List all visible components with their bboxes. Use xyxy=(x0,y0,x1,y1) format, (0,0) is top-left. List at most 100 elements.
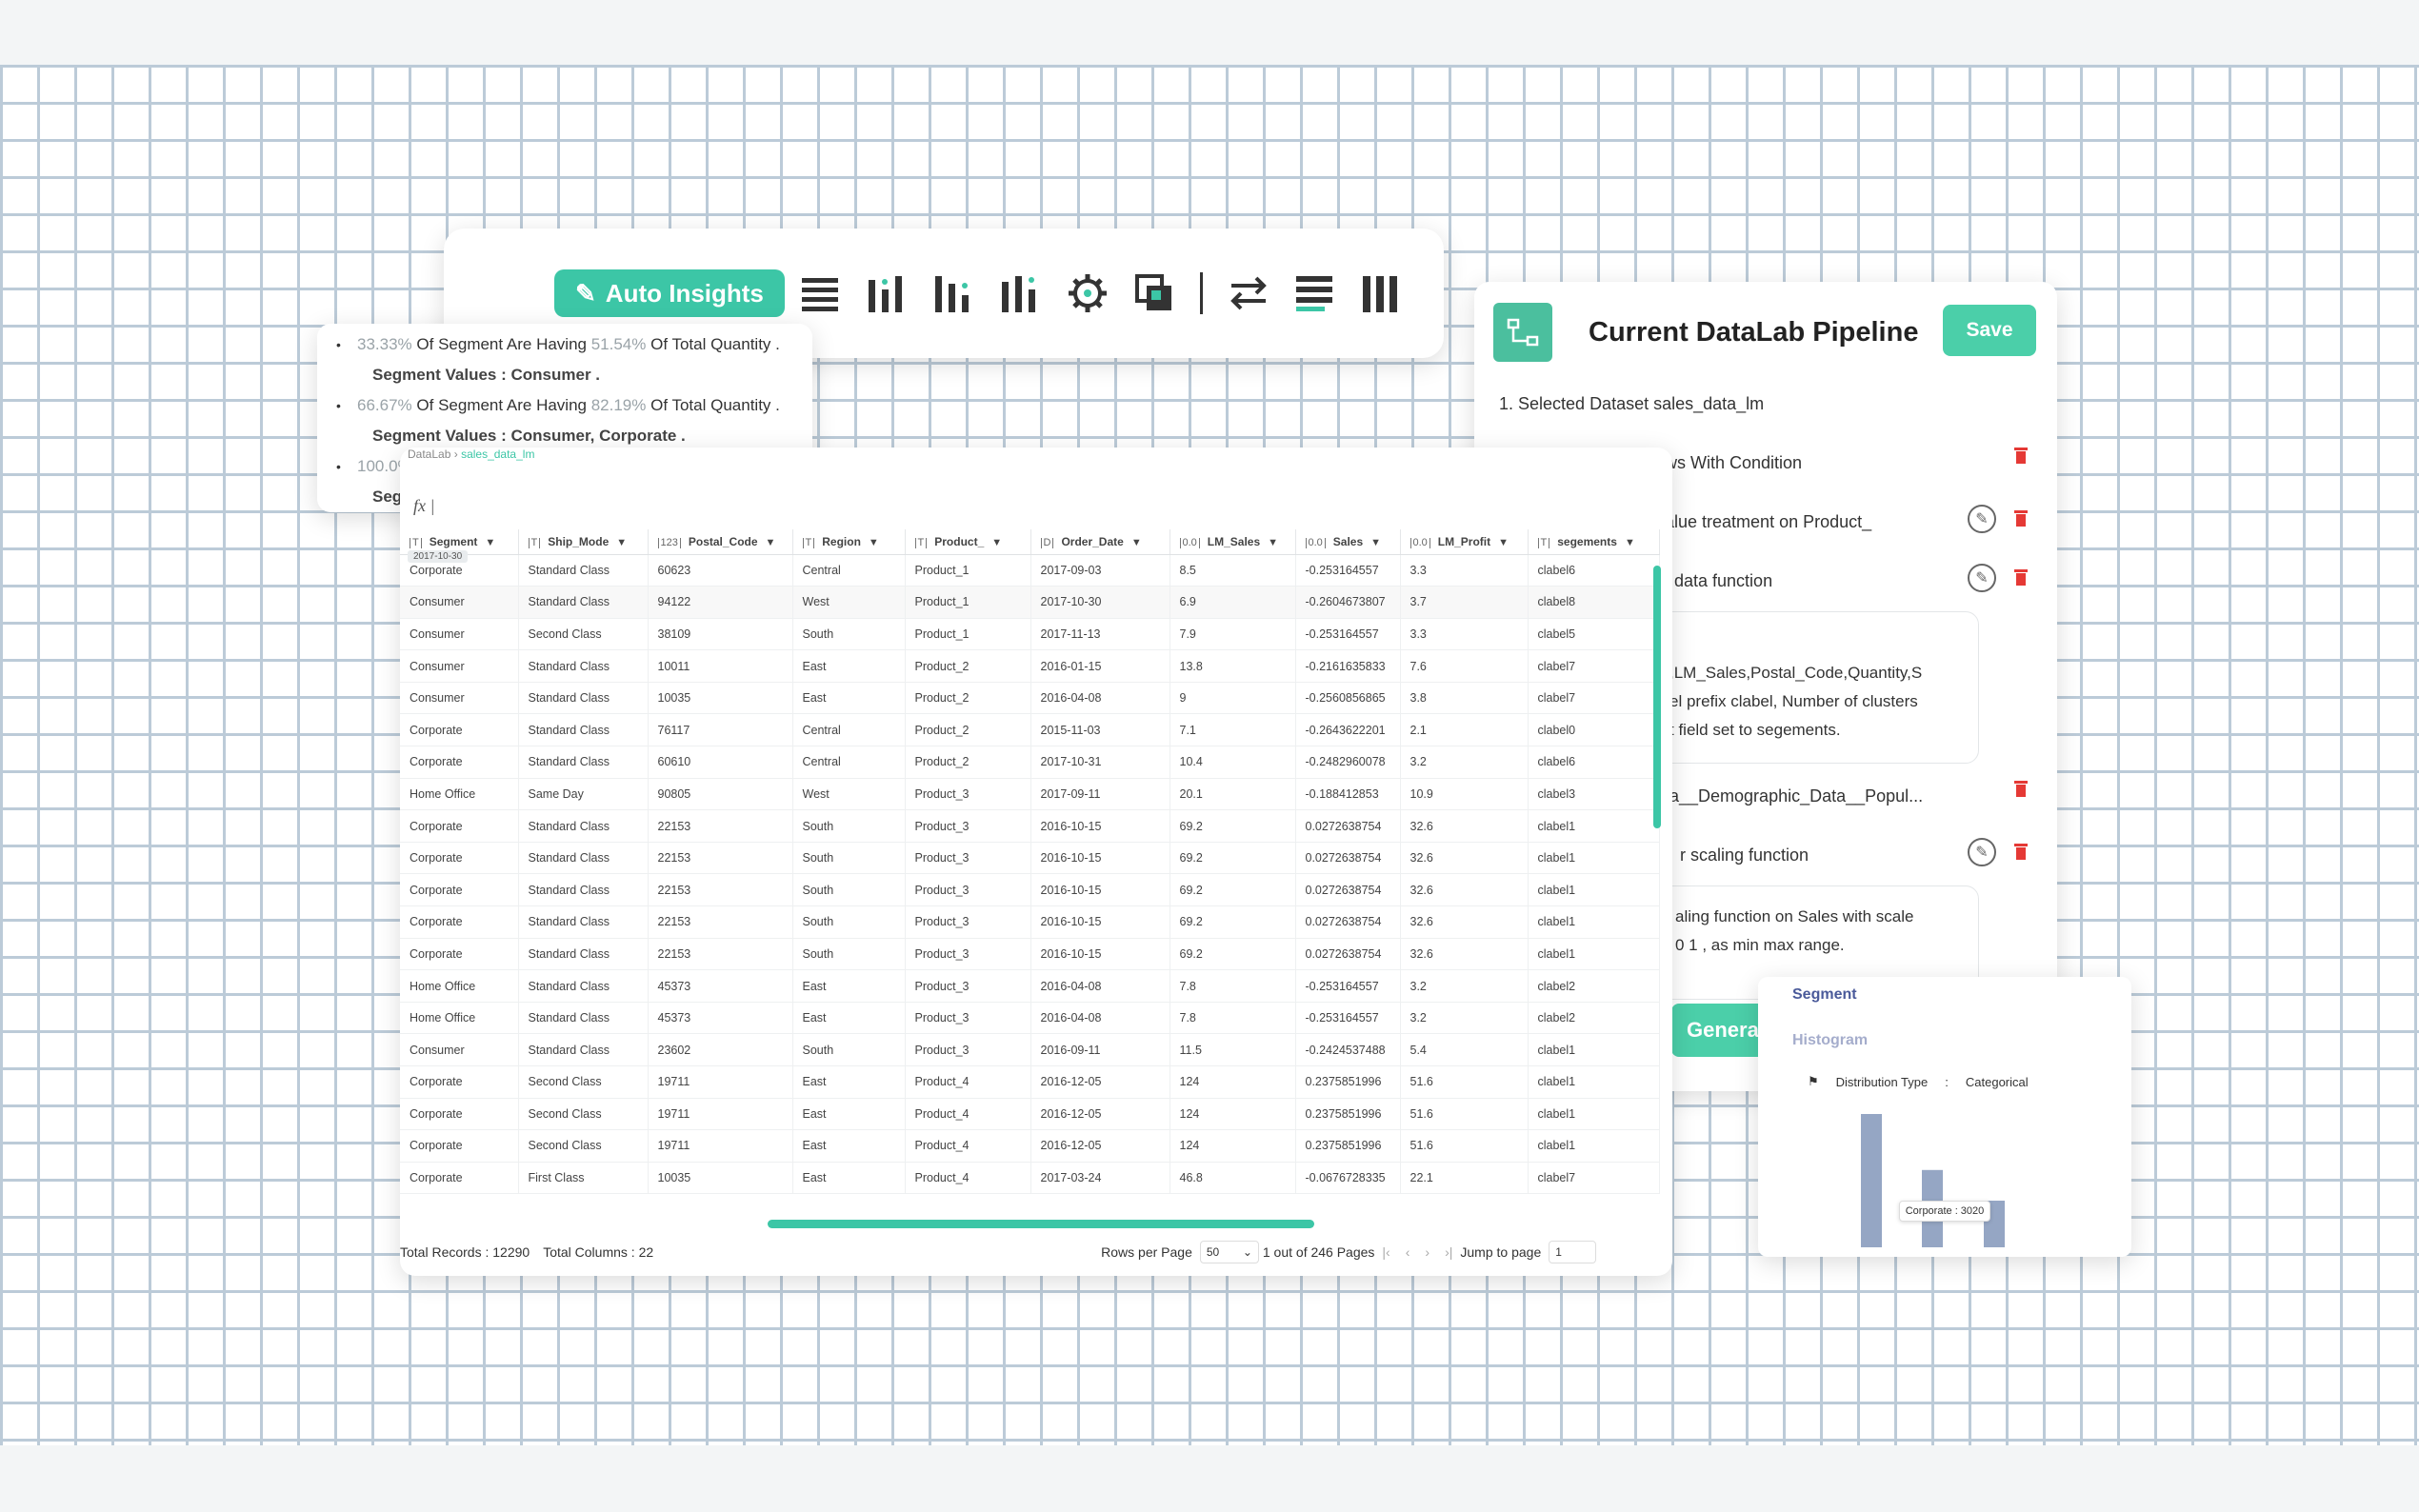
table-cell[interactable]: -0.0676728335 xyxy=(1295,1162,1401,1195)
column-header[interactable]: 123 Postal_Code ▼ xyxy=(648,529,793,555)
table-cell[interactable]: -0.253164557 xyxy=(1295,554,1401,587)
table-cell[interactable]: 2016-10-15 xyxy=(1030,873,1170,907)
table-cell[interactable]: Corporate xyxy=(400,905,519,939)
rows-per-page-select[interactable]: 50 ⌄ xyxy=(1199,1241,1259,1263)
table-cell[interactable]: 3.3 xyxy=(1400,554,1529,587)
save-button[interactable]: Save xyxy=(1943,305,2036,356)
column-stats-icon[interactable] xyxy=(867,272,909,314)
table-cell[interactable]: 2016-12-05 xyxy=(1030,1065,1170,1099)
table-cell[interactable]: 51.6 xyxy=(1400,1098,1529,1131)
table-row[interactable]: Home Office Standard Class 45373 East Produc… xyxy=(400,969,1660,1003)
list-rows-icon[interactable] xyxy=(800,272,842,314)
table-cell[interactable]: -0.253164557 xyxy=(1295,618,1401,651)
table-cell[interactable]: -0.2604673807 xyxy=(1295,586,1401,619)
table-cell[interactable]: Standard Class xyxy=(518,1033,649,1066)
column-chart-icon[interactable] xyxy=(933,272,975,314)
table-cell[interactable]: 2017-10-31 xyxy=(1030,746,1170,779)
table-cell[interactable]: 69.2 xyxy=(1170,809,1296,843)
table-cell[interactable]: 0.2375851996 xyxy=(1295,1129,1401,1163)
table-cell[interactable]: Standard Class xyxy=(518,969,649,1003)
table-cell[interactable]: Product_3 xyxy=(905,842,1031,875)
table-cell[interactable]: 2016-10-15 xyxy=(1030,938,1170,971)
column-profile-icon[interactable] xyxy=(1000,272,1042,314)
table-cell[interactable]: clabel1 xyxy=(1528,1065,1660,1099)
table-cell[interactable]: 2017-03-24 xyxy=(1030,1162,1170,1195)
copy-layers-icon[interactable] xyxy=(1133,272,1175,314)
filter-icon[interactable]: ▼ xyxy=(1498,536,1509,548)
table-cell[interactable]: clabel6 xyxy=(1528,746,1660,779)
table-cell[interactable]: Corporate xyxy=(400,842,519,875)
table-cell[interactable]: South xyxy=(792,938,906,971)
table-cell[interactable]: 51.6 xyxy=(1400,1065,1529,1099)
table-row[interactable]: Corporate Standard Class 60610 Central Produ… xyxy=(400,746,1660,779)
table-cell[interactable]: 10035 xyxy=(648,1162,793,1195)
delete-icon[interactable] xyxy=(2013,446,2029,465)
table-cell[interactable]: 7.1 xyxy=(1170,713,1296,747)
table-cell[interactable]: Central xyxy=(792,713,906,747)
table-cell[interactable]: Product_1 xyxy=(905,554,1031,587)
table-cell[interactable]: Corporate xyxy=(400,1162,519,1195)
table-row[interactable]: Consumer Standard Class 23602 South Product_… xyxy=(400,1033,1660,1066)
formula-bar[interactable]: fx | xyxy=(413,495,435,515)
table-cell[interactable]: Consumer xyxy=(400,618,519,651)
table-cell[interactable]: Consumer xyxy=(400,1033,519,1066)
filter-icon[interactable]: ▼ xyxy=(1130,536,1142,548)
delete-icon[interactable] xyxy=(2013,508,2029,527)
table-cell[interactable]: East xyxy=(792,1002,906,1035)
table-cell[interactable]: -0.253164557 xyxy=(1295,1002,1401,1035)
table-cell[interactable]: 124 xyxy=(1170,1098,1296,1131)
table-cell[interactable]: Consumer xyxy=(400,649,519,683)
table-cell[interactable]: clabel1 xyxy=(1528,809,1660,843)
table-cell[interactable]: 5.4 xyxy=(1400,1033,1529,1066)
table-cell[interactable]: 19711 xyxy=(648,1098,793,1131)
table-cell[interactable]: South xyxy=(792,905,906,939)
table-cell[interactable]: 69.2 xyxy=(1170,938,1296,971)
table-cell[interactable]: 0.0272638754 xyxy=(1295,809,1401,843)
table-cell[interactable]: 0.2375851996 xyxy=(1295,1065,1401,1099)
table-cell[interactable]: Corporate xyxy=(400,873,519,907)
table-cell[interactable]: 7.8 xyxy=(1170,969,1296,1003)
column-header[interactable]: T Region ▼ xyxy=(792,529,906,555)
delete-icon[interactable] xyxy=(2013,779,2029,798)
table-row[interactable]: Home Office Same Day 90805 West Product_3 201… xyxy=(400,778,1660,811)
table-cell[interactable]: Product_4 xyxy=(905,1098,1031,1131)
table-cell[interactable]: 22153 xyxy=(648,938,793,971)
table-cell[interactable]: Product_3 xyxy=(905,1002,1031,1035)
table-cell[interactable]: 2016-12-05 xyxy=(1030,1129,1170,1163)
breadcrumb-current[interactable]: sales_data_lm xyxy=(461,448,535,461)
jump-to-page-input[interactable]: 1 xyxy=(1549,1241,1597,1263)
table-cell[interactable]: 2016-01-15 xyxy=(1030,649,1170,683)
table-cell[interactable]: East xyxy=(792,682,906,715)
table-cell[interactable]: Corporate xyxy=(400,1129,519,1163)
table-cell[interactable]: 32.6 xyxy=(1400,873,1529,907)
table-cell[interactable]: 10011 xyxy=(648,649,793,683)
table-cell[interactable]: clabel8 xyxy=(1528,586,1660,619)
filter-icon[interactable]: ▼ xyxy=(765,536,776,548)
column-header[interactable]: T Product_ ▼ xyxy=(905,529,1031,555)
table-cell[interactable]: West xyxy=(792,778,906,811)
rows-filter-icon[interactable] xyxy=(1294,272,1336,314)
table-row[interactable]: Home Office Standard Class 45373 East Produc… xyxy=(400,1002,1660,1035)
table-cell[interactable]: Product_3 xyxy=(905,873,1031,907)
auto-insights-button[interactable]: ✎ Auto Insights xyxy=(554,269,785,317)
table-cell[interactable]: 2016-10-15 xyxy=(1030,842,1170,875)
table-cell[interactable]: Central xyxy=(792,746,906,779)
table-cell[interactable]: 10035 xyxy=(648,682,793,715)
table-row[interactable]: Corporate Second Class 19711 East Product_4 2… xyxy=(400,1098,1660,1131)
filter-icon[interactable]: ▼ xyxy=(991,536,1003,548)
column-header[interactable]: T Ship_Mode ▼ xyxy=(518,529,649,555)
table-cell[interactable]: 8.5 xyxy=(1170,554,1296,587)
table-cell[interactable]: 38109 xyxy=(648,618,793,651)
table-cell[interactable]: -0.2482960078 xyxy=(1295,746,1401,779)
table-cell[interactable]: Standard Class xyxy=(518,554,649,587)
table-cell[interactable]: 94122 xyxy=(648,586,793,619)
table-cell[interactable]: 69.2 xyxy=(1170,905,1296,939)
table-cell[interactable]: Home Office xyxy=(400,969,519,1003)
table-cell[interactable]: Product_1 xyxy=(905,618,1031,651)
table-cell[interactable]: 10.4 xyxy=(1170,746,1296,779)
table-cell[interactable]: 45373 xyxy=(648,969,793,1003)
table-cell[interactable]: Product_3 xyxy=(905,809,1031,843)
table-cell[interactable]: 2016-04-08 xyxy=(1030,682,1170,715)
table-cell[interactable]: Home Office xyxy=(400,1002,519,1035)
filter-icon[interactable]: ▼ xyxy=(1624,536,1635,548)
